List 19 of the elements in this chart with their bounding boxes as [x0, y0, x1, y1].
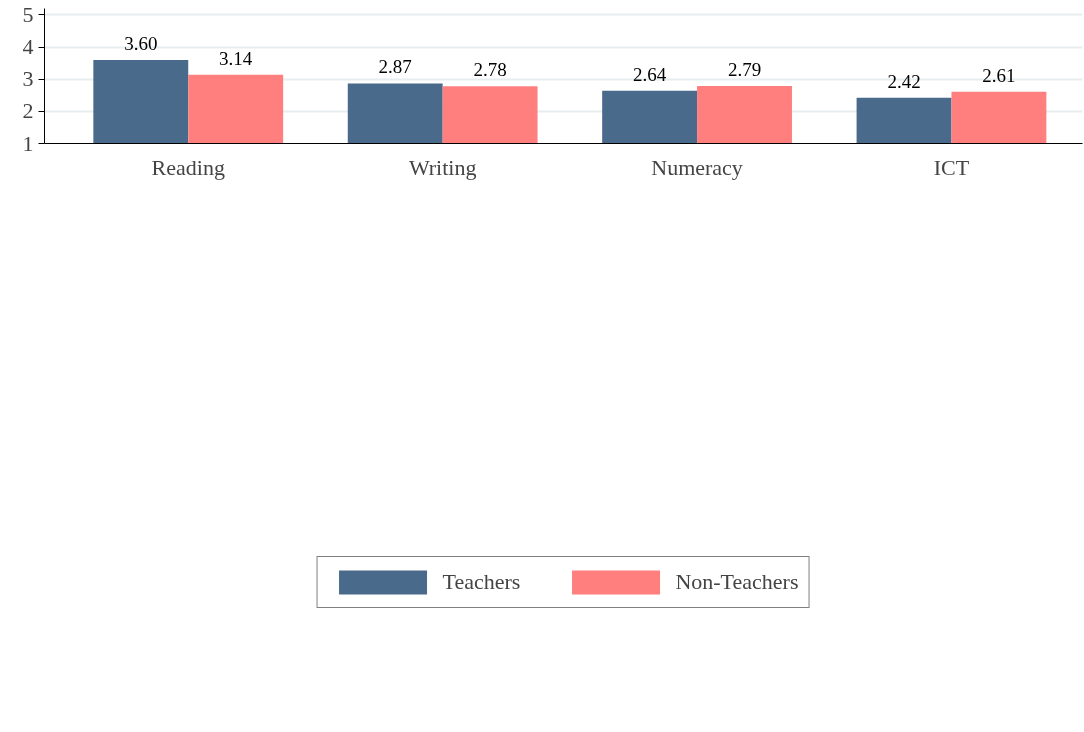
- x-tick-label: ICT: [933, 154, 970, 180]
- legend-label: Non-Teachers: [675, 568, 799, 595]
- y-tick-label: 3: [22, 66, 34, 92]
- data-label: 3.14: [219, 47, 253, 69]
- y-tick-label: 2: [22, 98, 34, 124]
- data-label: 2.79: [727, 58, 762, 80]
- data-label: 2.42: [887, 70, 921, 92]
- data-label: 2.78: [473, 59, 507, 81]
- data-label: 2.61: [982, 64, 1016, 86]
- x-tick-label: Writing: [408, 154, 477, 180]
- y-tick-label: 1: [22, 130, 34, 156]
- x-tick-label: Numeracy: [651, 154, 743, 180]
- data-label: 2.87: [378, 56, 412, 78]
- y-tick-label: 4: [22, 34, 34, 60]
- legend-label: Teachers: [442, 568, 521, 595]
- y-tick-label: 5: [22, 1, 34, 27]
- data-label: 2.64: [632, 63, 667, 85]
- data-label: 3.60: [124, 32, 158, 54]
- x-tick-label: Reading: [151, 154, 225, 180]
